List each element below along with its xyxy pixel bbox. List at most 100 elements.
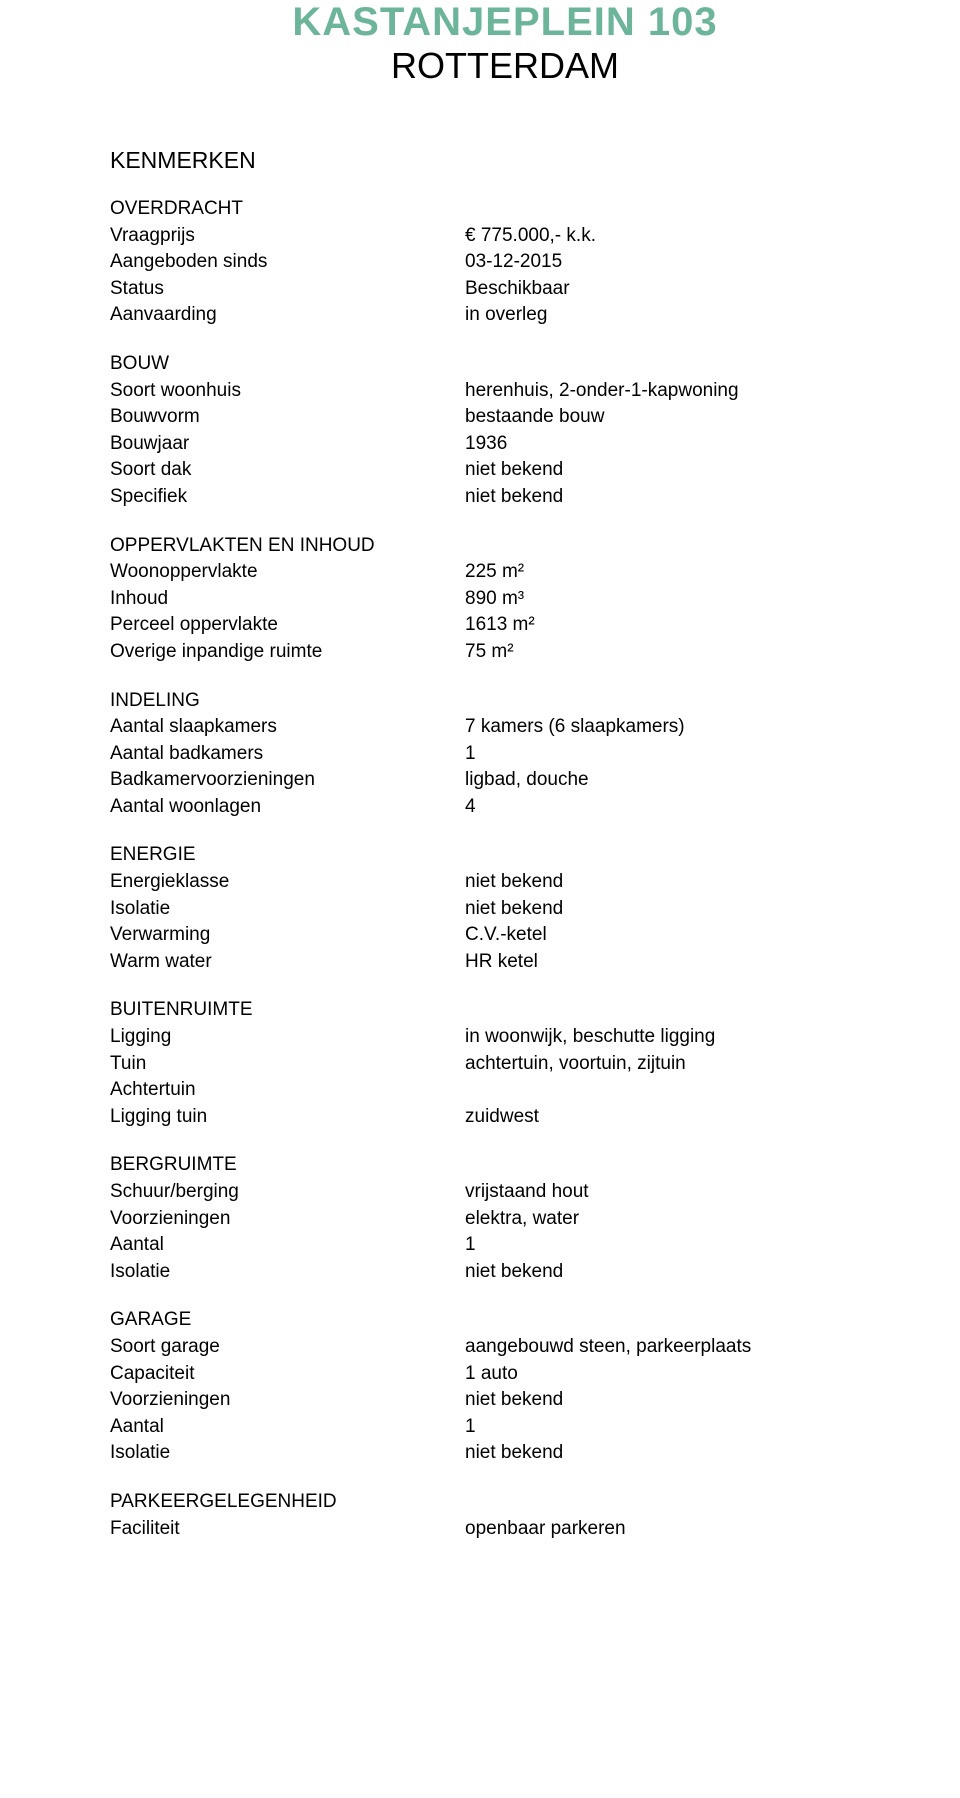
group: PARKEERGELEGENHEIDFaciliteitopenbaar par… [110,1489,900,1542]
group-title-row: BUITENRUIMTE [110,997,900,1024]
data-row: Isolatieniet bekend [110,896,900,923]
row-label: Ligging [110,1024,465,1051]
row-label: Faciliteit [110,1516,465,1543]
group: OVERDRACHTVraagprijs€ 775.000,- k.k.Aang… [110,196,900,329]
row-value: 7 kamers (6 slaapkamers) [465,714,900,741]
row-label: Aantal [110,1232,465,1259]
data-row: Aantal1 [110,1232,900,1259]
data-row: Inhoud890 m³ [110,586,900,613]
data-row: Capaciteit1 auto [110,1361,900,1388]
row-label: Bouwjaar [110,431,465,458]
row-value: 1 [465,1232,900,1259]
row-label: Achtertuin [110,1077,465,1104]
row-label: Aangeboden sinds [110,249,465,276]
group-title: OVERDRACHT [110,196,465,223]
row-value: 75 m² [465,639,900,666]
row-label: Voorzieningen [110,1387,465,1414]
groups-container: OVERDRACHTVraagprijs€ 775.000,- k.k.Aang… [110,196,900,1542]
row-value: zuidwest [465,1104,900,1131]
row-label: Isolatie [110,896,465,923]
row-label: Isolatie [110,1259,465,1286]
row-label: Schuur/berging [110,1179,465,1206]
data-row: Bouwjaar1936 [110,431,900,458]
row-label: Capaciteit [110,1361,465,1388]
data-row: Woonoppervlakte225 m² [110,559,900,586]
group-title: BUITENRUIMTE [110,997,465,1024]
row-label: Energieklasse [110,869,465,896]
row-value: niet bekend [465,484,900,511]
row-label: Inhoud [110,586,465,613]
group-title: PARKEERGELEGENHEID [110,1489,465,1516]
data-row: Aantal badkamers1 [110,741,900,768]
row-value: 1613 m² [465,612,900,639]
row-label: Soort dak [110,457,465,484]
data-row: Ligging tuinzuidwest [110,1104,900,1131]
row-label: Isolatie [110,1440,465,1467]
data-row: Soort dakniet bekend [110,457,900,484]
sub-title: ROTTERDAM [110,45,900,87]
row-value: C.V.-ketel [465,922,900,949]
section-heading: KENMERKEN [110,147,900,174]
data-row: Badkamervoorzieningenligbad, douche [110,767,900,794]
data-row: Specifiekniet bekend [110,484,900,511]
row-label: Vraagprijs [110,223,465,250]
row-label: Tuin [110,1051,465,1078]
row-label: Warm water [110,949,465,976]
data-row: Aanvaardingin overleg [110,302,900,329]
row-value: niet bekend [465,457,900,484]
row-label: Aantal [110,1414,465,1441]
row-label: Specifiek [110,484,465,511]
row-label: Woonoppervlakte [110,559,465,586]
data-row: Voorzieningenelektra, water [110,1206,900,1233]
row-label: Aantal woonlagen [110,794,465,821]
data-row: Energieklasseniet bekend [110,869,900,896]
row-value: niet bekend [465,1259,900,1286]
data-row: Voorzieningenniet bekend [110,1387,900,1414]
data-row: Faciliteitopenbaar parkeren [110,1516,900,1543]
group-title: ENERGIE [110,842,465,869]
data-row: Soort woonhuisherenhuis, 2-onder-1-kapwo… [110,378,900,405]
row-value: achtertuin, voortuin, zijtuin [465,1051,900,1078]
data-row: Schuur/bergingvrijstaand hout [110,1179,900,1206]
row-value: Beschikbaar [465,276,900,303]
row-label: Aantal slaapkamers [110,714,465,741]
row-value: niet bekend [465,896,900,923]
row-value: niet bekend [465,1440,900,1467]
row-value: elektra, water [465,1206,900,1233]
group-title: BERGRUIMTE [110,1152,465,1179]
row-value: bestaande bouw [465,404,900,431]
row-label: Soort woonhuis [110,378,465,405]
data-row: StatusBeschikbaar [110,276,900,303]
data-row: Aangeboden sinds03-12-2015 [110,249,900,276]
row-value [465,1077,900,1104]
group: GARAGESoort garageaangebouwd steen, park… [110,1307,900,1467]
group: BERGRUIMTESchuur/bergingvrijstaand houtV… [110,1152,900,1285]
row-value: openbaar parkeren [465,1516,900,1543]
row-value: € 775.000,- k.k. [465,223,900,250]
row-value: 4 [465,794,900,821]
data-row: Overige inpandige ruimte75 m² [110,639,900,666]
group-title: GARAGE [110,1307,465,1334]
group: ENERGIEEnergieklasseniet bekendIsolatien… [110,842,900,975]
page: KASTANJEPLEIN 103 ROTTERDAM KENMERKEN OV… [0,0,960,1604]
row-value: 1 auto [465,1361,900,1388]
group-title-row: INDELING [110,688,900,715]
row-label: Ligging tuin [110,1104,465,1131]
row-label: Voorzieningen [110,1206,465,1233]
row-value: in woonwijk, beschutte ligging [465,1024,900,1051]
row-value: ligbad, douche [465,767,900,794]
row-value: aangebouwd steen, parkeerplaats [465,1334,900,1361]
row-value: niet bekend [465,869,900,896]
group-title: OPPERVLAKTEN EN INHOUD [110,533,465,560]
title-block: KASTANJEPLEIN 103 ROTTERDAM [110,0,900,87]
data-row: Aantal1 [110,1414,900,1441]
data-row: Aantal woonlagen4 [110,794,900,821]
group-title-row: PARKEERGELEGENHEID [110,1489,900,1516]
group-title-row: GARAGE [110,1307,900,1334]
group-title-row: ENERGIE [110,842,900,869]
row-label: Bouwvorm [110,404,465,431]
row-value: 1 [465,741,900,768]
data-row: VerwarmingC.V.-ketel [110,922,900,949]
data-row: Tuinachtertuin, voortuin, zijtuin [110,1051,900,1078]
row-label: Verwarming [110,922,465,949]
